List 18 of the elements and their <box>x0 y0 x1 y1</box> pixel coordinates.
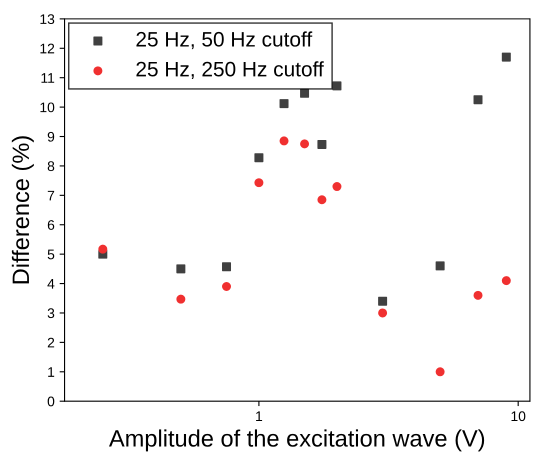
y-tick-label: 10 <box>40 102 54 112</box>
y-tick-label: 9 <box>48 132 54 142</box>
y-tick-label: 8 <box>48 161 54 172</box>
y-tick-label: 1 <box>48 367 54 377</box>
y-axis-title: Difference (%) <box>12 136 34 284</box>
y-tick-label: 5 <box>48 250 54 260</box>
legend-label: 25 Hz, 50 Hz cutoff <box>136 31 312 50</box>
legend-label: 25 Hz, 250 Hz cutoff <box>136 61 324 79</box>
x-axis-title: Amplitude of the excitation wave (V) <box>108 429 484 452</box>
y-tick-label: 11 <box>41 73 54 83</box>
y-tick-label: 12 <box>40 44 54 54</box>
y-tick-label: 4 <box>47 279 54 289</box>
y-tick-label: 7 <box>48 190 54 200</box>
y-tick-label: 0 <box>48 396 54 406</box>
y-tick-label: 6 <box>48 220 54 230</box>
y-tick-label: 3 <box>48 308 54 318</box>
y-tick-label: 2 <box>48 338 54 348</box>
y-tick-label: 13 <box>40 14 54 24</box>
